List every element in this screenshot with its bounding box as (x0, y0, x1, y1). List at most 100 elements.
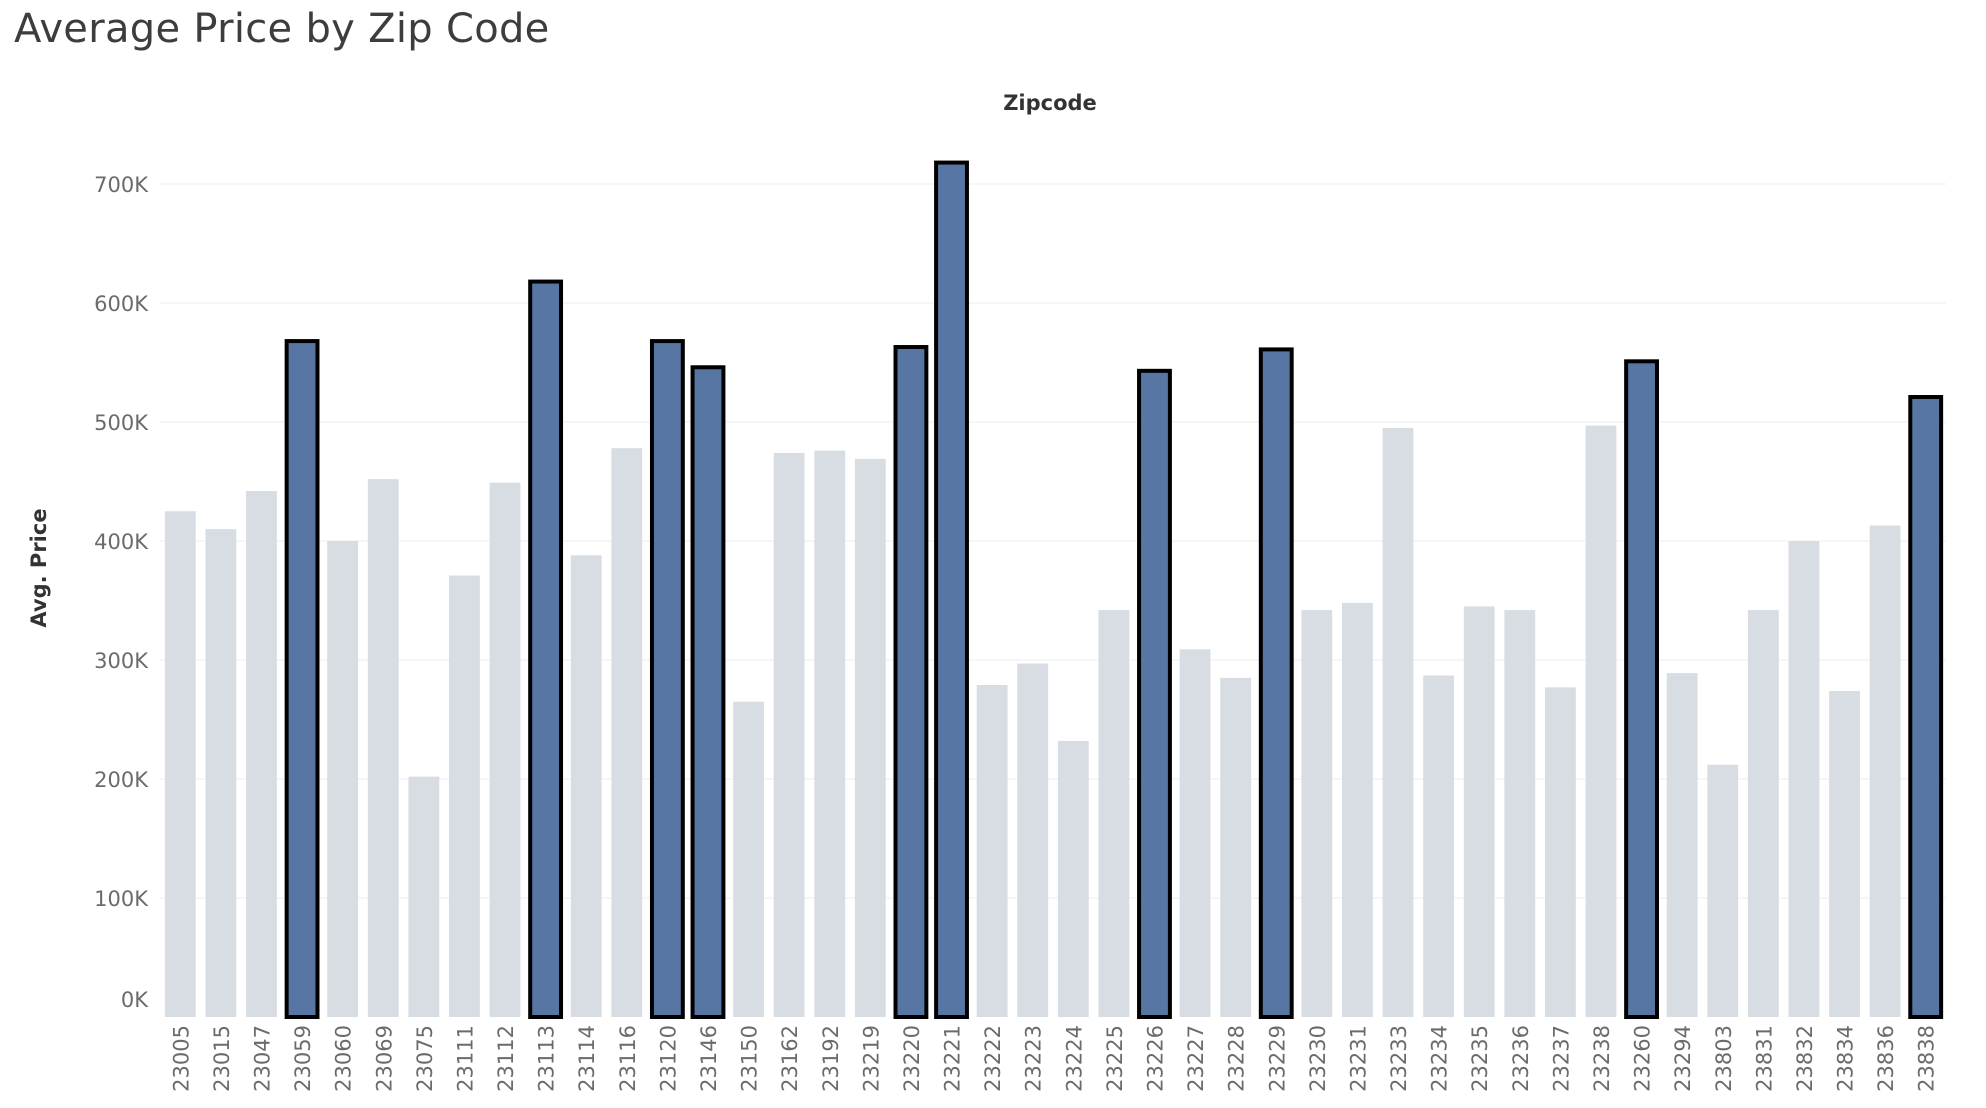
bar-23231[interactable] (1342, 602, 1373, 1017)
bar-23120[interactable] (649, 339, 685, 1019)
bar-23075[interactable] (408, 776, 440, 1017)
x-tick-label: 23233 (1387, 1025, 1411, 1092)
bar-23260[interactable] (1624, 359, 1659, 1019)
bar-23112[interactable] (489, 482, 521, 1017)
bar-23831[interactable] (1747, 610, 1779, 1017)
bar-23228[interactable] (1220, 677, 1252, 1017)
bar-23230[interactable] (1301, 610, 1333, 1017)
y-tick-label: 100K (94, 887, 149, 911)
bar-23226[interactable] (1137, 368, 1172, 1019)
x-tick-label: 23226 (1143, 1025, 1167, 1092)
bar-23294[interactable] (1666, 673, 1698, 1017)
bar-23069[interactable] (367, 479, 399, 1017)
x-tick-label: 23221 (941, 1025, 965, 1092)
y-axis-title: Avg. Price (27, 508, 51, 627)
x-tick-label: 23150 (738, 1025, 762, 1092)
page-title: Average Price by Zip Code (14, 6, 550, 52)
x-tick-label: 23294 (1671, 1025, 1695, 1092)
x-tick-label: 23238 (1590, 1025, 1614, 1092)
x-tick-label: 23228 (1225, 1025, 1249, 1092)
bar-23221[interactable] (934, 160, 969, 1019)
x-tick-label: 23236 (1509, 1025, 1533, 1092)
y-tick-label: 200K (94, 768, 149, 792)
bar-23238[interactable] (1585, 425, 1617, 1017)
y-tick-label: 700K (94, 173, 149, 197)
y-tick-label: 0K (121, 988, 149, 1012)
bar-23015[interactable] (205, 529, 237, 1017)
x-tick-label: 23116 (616, 1025, 640, 1092)
x-tick-label: 23237 (1549, 1025, 1573, 1092)
bar-23838[interactable] (1908, 395, 1944, 1019)
bar-23227[interactable] (1179, 649, 1211, 1017)
bar-23236[interactable] (1504, 610, 1536, 1017)
x-tick-label: 23112 (494, 1025, 518, 1092)
bar-23162[interactable] (773, 452, 805, 1017)
bar-23233[interactable] (1382, 427, 1414, 1017)
bar-23834[interactable] (1829, 690, 1860, 1017)
x-tick-label: 23005 (169, 1025, 193, 1092)
bar-23047[interactable] (246, 491, 277, 1017)
y-tick-label: 500K (94, 411, 149, 435)
bar-23224[interactable] (1057, 740, 1089, 1017)
x-tick-label: 23235 (1468, 1025, 1492, 1092)
bar-23060[interactable] (327, 541, 359, 1017)
bar-23192[interactable] (814, 450, 846, 1017)
bar-23116[interactable] (611, 448, 643, 1017)
x-tick-label: 23223 (1022, 1025, 1046, 1092)
bar-23005[interactable] (164, 511, 196, 1017)
bar-23237[interactable] (1544, 687, 1576, 1017)
x-tick-label: 23227 (1184, 1025, 1208, 1092)
bar-23114[interactable] (570, 555, 602, 1017)
x-axis-title: Zipcode (1003, 91, 1097, 115)
x-tick-label: 23224 (1062, 1025, 1086, 1092)
x-tick-label: 23114 (575, 1025, 599, 1092)
bar-23229[interactable] (1258, 347, 1294, 1020)
x-tick-label: 23060 (332, 1025, 356, 1092)
x-tick-label: 23260 (1631, 1025, 1655, 1092)
x-tick-label: 23803 (1712, 1025, 1736, 1092)
y-axis-ticks: 0K 100K 200K 300K 400K 500K 600K 700K (94, 173, 149, 1012)
x-tick-label: 23113 (535, 1025, 559, 1092)
bar-23220[interactable] (893, 345, 929, 1019)
bar-23803[interactable] (1707, 764, 1739, 1017)
bar-23111[interactable] (449, 575, 480, 1017)
x-tick-label: 23838 (1915, 1025, 1939, 1092)
x-tick-label: 23059 (291, 1025, 315, 1092)
y-tick-label: 400K (94, 530, 149, 554)
bar-23222[interactable] (976, 684, 1008, 1017)
x-tick-label: 23069 (372, 1025, 396, 1092)
bar-23150[interactable] (733, 701, 764, 1017)
x-tick-label: 23015 (210, 1025, 234, 1092)
x-tick-label: 23831 (1752, 1025, 1776, 1092)
x-tick-label: 23231 (1346, 1025, 1370, 1092)
bar-23113[interactable] (528, 279, 564, 1019)
x-tick-label: 23234 (1428, 1025, 1452, 1092)
bar-23836[interactable] (1869, 525, 1901, 1017)
x-tick-label: 23192 (819, 1025, 843, 1092)
bar-23234[interactable] (1423, 675, 1455, 1017)
x-tick-label: 23220 (900, 1025, 924, 1092)
x-tick-label: 23222 (981, 1025, 1005, 1092)
x-tick-label: 23834 (1834, 1025, 1858, 1092)
bar-23059[interactable] (284, 339, 320, 1019)
x-tick-label: 23146 (697, 1025, 721, 1092)
x-tick-label: 23229 (1265, 1025, 1289, 1092)
bar-23225[interactable] (1098, 610, 1130, 1017)
y-tick-label: 300K (94, 649, 149, 673)
bar-23223[interactable] (1017, 663, 1049, 1017)
bar-23219[interactable] (854, 458, 886, 1017)
y-tick-label: 600K (94, 292, 149, 316)
bar-23235[interactable] (1463, 606, 1495, 1017)
x-tick-label: 23075 (413, 1025, 437, 1092)
x-axis-ticks: 23005 23015 23047 23059 23060 23069 23075 23111… (169, 1025, 1938, 1092)
x-tick-label: 23230 (1306, 1025, 1330, 1092)
bar-23146[interactable] (690, 365, 726, 1019)
x-tick-label: 23162 (778, 1025, 802, 1092)
x-tick-label: 23219 (859, 1025, 883, 1092)
bar-layer (164, 160, 1944, 1020)
x-tick-label: 23047 (250, 1025, 274, 1092)
x-tick-label: 23120 (656, 1025, 680, 1092)
bar-23832[interactable] (1788, 541, 1820, 1017)
x-tick-label: 23836 (1874, 1025, 1898, 1092)
